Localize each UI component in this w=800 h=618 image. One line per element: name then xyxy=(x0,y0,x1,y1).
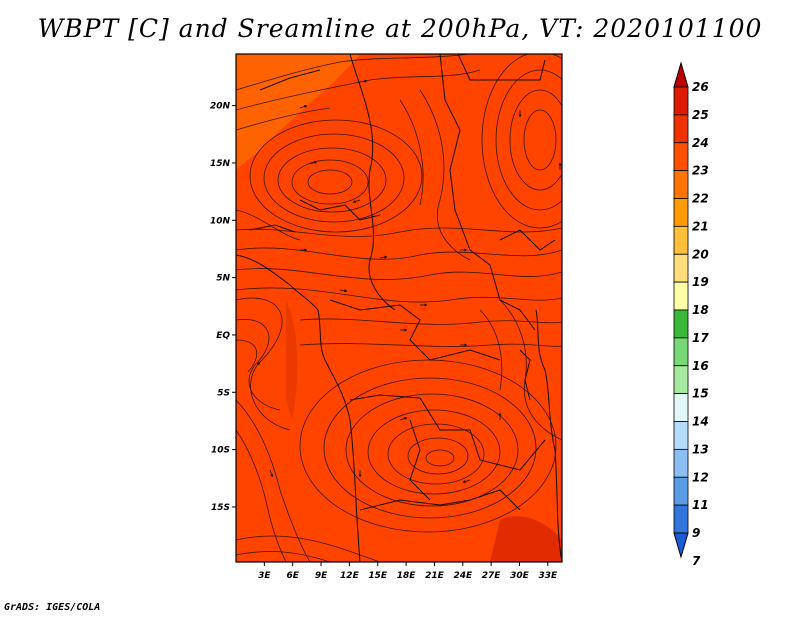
lon-label: 24E xyxy=(453,571,473,581)
colorbar-segment xyxy=(673,421,689,450)
lat-label: 15N xyxy=(210,159,231,169)
colorbar-label: 20 xyxy=(692,247,709,261)
colorbar-segment xyxy=(673,198,689,227)
lon-label: 27E xyxy=(482,571,502,581)
lat-label: 5N xyxy=(216,274,230,284)
colorbar-label: 9 xyxy=(692,526,700,540)
lon-label: 18E xyxy=(397,571,417,581)
shading-patch-northwest xyxy=(236,54,360,170)
colorbar-label: 23 xyxy=(692,164,709,178)
lat-label: 15S xyxy=(211,503,230,513)
colorbar-label: 17 xyxy=(692,331,709,345)
lon-label: 12E xyxy=(340,571,360,581)
lon-label: 30E xyxy=(510,571,530,581)
colorbar-segment xyxy=(673,114,689,144)
map-background xyxy=(236,54,562,562)
colorbar-label: 14 xyxy=(692,415,709,429)
colorbar-segment xyxy=(673,365,689,395)
shading-patch-southeast xyxy=(490,516,562,562)
colorbar-label: 15 xyxy=(692,387,709,401)
country-borders xyxy=(236,54,562,562)
lon-label: 33E xyxy=(538,571,558,581)
colorbar-under-arrow xyxy=(673,532,689,559)
colorbar-over-arrow xyxy=(673,61,689,88)
lat-label: 10S xyxy=(211,446,230,456)
colorbar-segment xyxy=(673,142,689,172)
colorbar-segment xyxy=(673,309,689,339)
lat-label: 5S xyxy=(217,388,230,398)
colorbar-segment xyxy=(673,170,689,199)
streamlines xyxy=(236,54,562,562)
longitude-axis: 3E 6E 9E 12E 15E 18E 21E 24E 27E 30E 33E xyxy=(258,562,558,581)
streamline-arrows xyxy=(256,79,562,484)
colorbar-segment xyxy=(673,448,689,478)
lon-label: 9E xyxy=(315,571,328,581)
lon-label: 21E xyxy=(425,571,445,581)
lat-label: 20N xyxy=(210,102,231,112)
colorbar-segment xyxy=(673,476,689,506)
colorbar-label: 24 xyxy=(692,136,709,150)
colorbar-label: 26 xyxy=(692,80,709,94)
colorbar-label: 7 xyxy=(692,554,701,568)
colorbar-segment xyxy=(673,337,689,367)
lon-label: 15E xyxy=(368,571,388,581)
colorbar-label: 25 xyxy=(692,108,709,122)
colorbar-label: 18 xyxy=(692,303,709,317)
lat-label: 10N xyxy=(210,216,231,226)
colorbar-segment xyxy=(673,86,689,116)
map-frame xyxy=(235,53,563,563)
colorbar-segment xyxy=(673,225,689,255)
colorbar-label: 21 xyxy=(692,219,709,233)
colorbar-label: 16 xyxy=(692,359,709,373)
colorbar-label: 12 xyxy=(692,470,709,484)
lat-label: EQ xyxy=(216,331,230,341)
colorbar-label: 19 xyxy=(692,275,709,289)
colorbar-label: 13 xyxy=(692,442,709,456)
colorbar: 26 25 24 23 22 21 20 19 18 17 16 15 14 13 12 11 9 7 xyxy=(673,61,709,568)
chart-title: WBPT [C] and Sreamline at 200hPa, VT: 20… xyxy=(37,14,763,43)
footer-credit: GrADS: IGES/COLA xyxy=(4,602,101,613)
colorbar-segment xyxy=(673,281,689,311)
lon-label: 6E xyxy=(286,571,299,581)
shading-patch-coast xyxy=(286,300,298,420)
colorbar-segment xyxy=(673,253,689,283)
colorbar-segment xyxy=(673,393,689,422)
lon-label: 3E xyxy=(258,571,271,581)
latitude-axis: 20N 15N 10N 5N EQ 5S 10S 15S xyxy=(210,102,236,513)
colorbar-label: 22 xyxy=(692,192,709,206)
colorbar-label: 11 xyxy=(692,498,709,512)
colorbar-segment xyxy=(673,504,689,534)
